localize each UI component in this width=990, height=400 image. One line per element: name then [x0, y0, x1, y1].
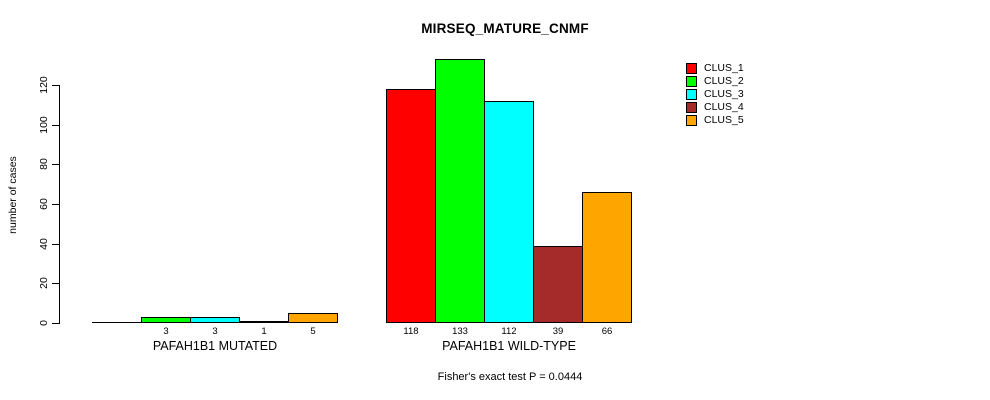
- bar: [582, 192, 632, 323]
- x-axis-category-label: PAFAH1B1 MUTATED: [152, 339, 278, 353]
- y-tick: [52, 323, 59, 324]
- annotation-text: Fisher's exact test P = 0.0444: [437, 371, 583, 383]
- bar: [190, 317, 240, 323]
- bar-value-label: 66: [601, 326, 613, 337]
- x-axis-category-label: PAFAH1B1 WILD-TYPE: [442, 339, 576, 353]
- y-tick: [52, 204, 59, 205]
- bar: [435, 59, 485, 323]
- legend: CLUS_1 CLUS_2 CLUS_3 CLUS_4 CLUS_5: [686, 62, 744, 127]
- legend-item: CLUS_1: [686, 62, 744, 75]
- chart-title: MIRSEQ_MATURE_CNMF: [421, 21, 589, 36]
- legend-item: CLUS_5: [686, 114, 744, 127]
- legend-label: CLUS_5: [704, 114, 744, 126]
- y-tick: [52, 283, 59, 284]
- y-axis-title: number of cases: [7, 156, 19, 234]
- bar-value-label: 3: [212, 326, 218, 337]
- y-tick-label: 40: [38, 238, 50, 250]
- bar: [141, 317, 191, 323]
- y-tick: [52, 85, 59, 86]
- legend-item: CLUS_3: [686, 88, 744, 101]
- bar-value-label: 5: [310, 326, 316, 337]
- bar-value-label: 3: [163, 326, 169, 337]
- y-tick-label: 100: [38, 116, 50, 134]
- y-tick-label: 60: [38, 198, 50, 210]
- legend-label: CLUS_1: [704, 62, 744, 74]
- legend-swatch-icon: [686, 89, 697, 100]
- y-tick: [52, 125, 59, 126]
- legend-item: CLUS_4: [686, 101, 744, 114]
- legend-label: CLUS_4: [704, 101, 744, 113]
- bar: [533, 246, 583, 323]
- y-axis-line: [59, 85, 60, 324]
- bar-value-label: 112: [501, 326, 517, 337]
- legend-swatch-icon: [686, 115, 697, 126]
- y-tick: [52, 244, 59, 245]
- legend-swatch-icon: [686, 76, 697, 87]
- bar-value-label: 39: [552, 326, 564, 337]
- y-tick-label: 80: [38, 158, 50, 170]
- legend-label: CLUS_2: [704, 75, 744, 87]
- bar-value-label: 1: [261, 326, 267, 337]
- y-tick-label: 0: [38, 320, 50, 326]
- legend-item: CLUS_2: [686, 75, 744, 88]
- y-tick: [52, 164, 59, 165]
- bar: [288, 313, 338, 323]
- bar: [92, 322, 142, 323]
- bar-value-label: 118: [403, 326, 419, 337]
- legend-swatch-icon: [686, 63, 697, 74]
- bar: [239, 321, 289, 323]
- legend-label: CLUS_3: [704, 88, 744, 100]
- y-tick-label: 120: [38, 76, 50, 94]
- bar-value-label: 133: [452, 326, 468, 337]
- bar: [484, 101, 534, 323]
- y-tick-label: 20: [38, 277, 50, 289]
- bar: [386, 89, 436, 323]
- legend-swatch-icon: [686, 102, 697, 113]
